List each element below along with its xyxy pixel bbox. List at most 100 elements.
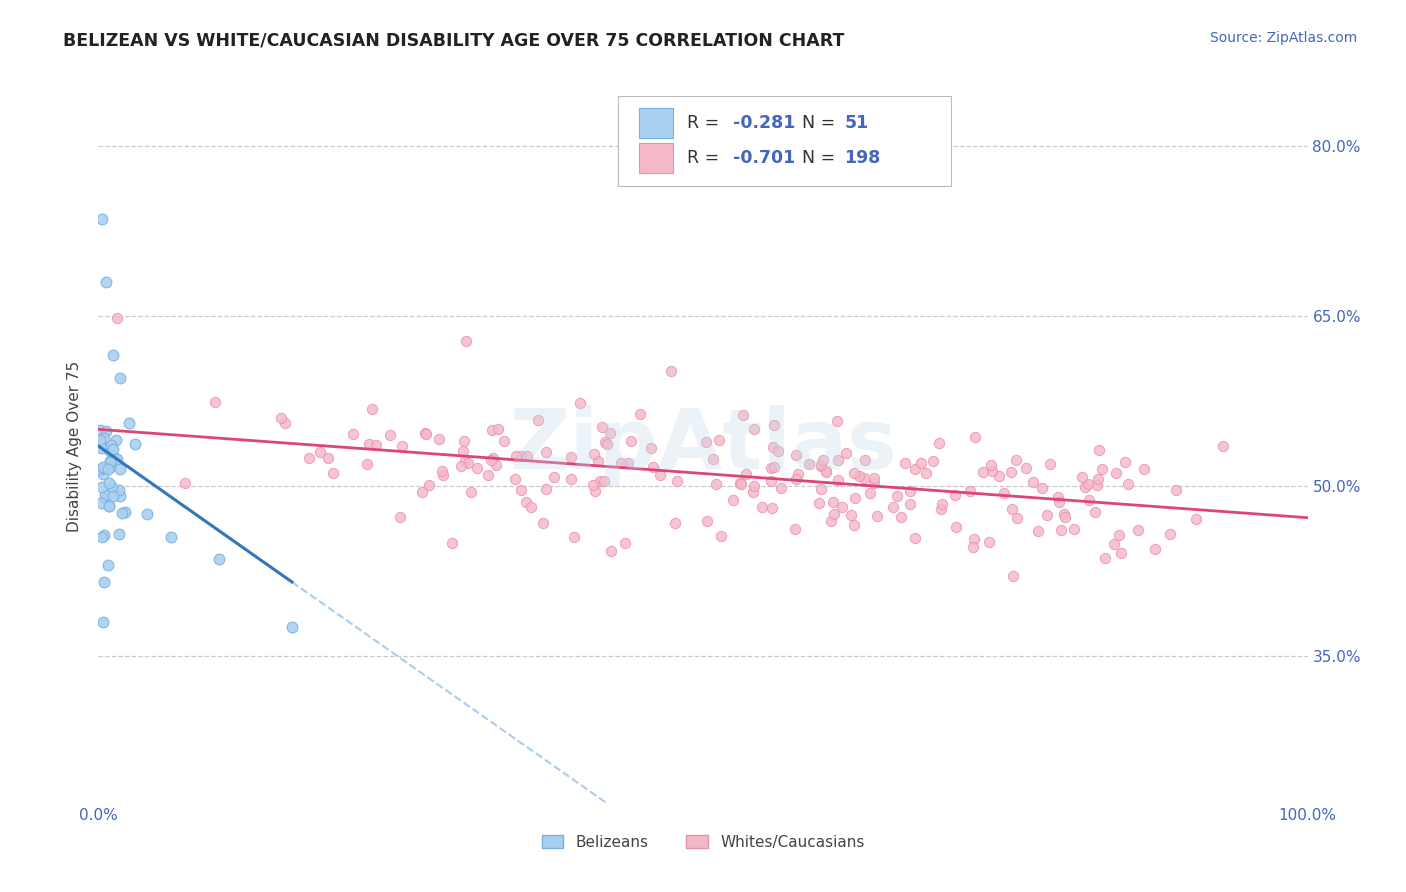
Point <box>98 475 121 490</box>
Point <box>118 417 141 431</box>
Point <box>101 489 124 503</box>
Point <box>915 466 938 480</box>
Point <box>762 440 785 454</box>
Point <box>1094 550 1116 565</box>
Point <box>89 462 111 476</box>
Point <box>98 455 121 469</box>
Point <box>94 424 117 438</box>
Point <box>453 434 475 448</box>
Point <box>108 489 131 503</box>
Point <box>666 474 689 488</box>
Point <box>1000 465 1022 479</box>
Point <box>704 476 727 491</box>
Point <box>823 494 845 508</box>
Point <box>93 431 115 445</box>
Point <box>820 514 842 528</box>
Point <box>450 459 472 474</box>
Point <box>479 453 502 467</box>
FancyBboxPatch shape <box>638 108 673 137</box>
Point <box>527 412 550 426</box>
Point <box>91 615 114 629</box>
Point <box>454 454 477 468</box>
Point <box>761 501 783 516</box>
Point <box>583 483 606 498</box>
Point <box>1001 569 1024 583</box>
Point <box>1088 442 1111 457</box>
Point <box>787 467 810 481</box>
Text: -0.701: -0.701 <box>734 150 796 168</box>
Point <box>100 437 122 451</box>
Point <box>589 475 612 489</box>
Point <box>1144 542 1167 557</box>
Point <box>97 500 120 514</box>
Point <box>456 334 478 348</box>
Point <box>100 453 122 467</box>
Point <box>839 508 862 523</box>
Point <box>943 488 966 502</box>
Point <box>322 467 344 481</box>
Point <box>709 434 731 448</box>
Text: 51: 51 <box>845 114 869 132</box>
Point <box>516 449 538 463</box>
Point <box>481 424 503 438</box>
Point <box>124 437 146 451</box>
Point <box>91 530 114 544</box>
Point <box>596 436 619 450</box>
Point <box>945 520 967 534</box>
Point <box>730 476 752 491</box>
Point <box>1031 481 1053 495</box>
Point <box>1126 524 1149 538</box>
Point <box>898 497 921 511</box>
Point <box>93 467 115 482</box>
Point <box>316 450 339 465</box>
Point <box>815 465 838 479</box>
Point <box>107 483 129 497</box>
Point <box>91 460 114 475</box>
Point <box>94 275 117 289</box>
Point <box>281 620 304 634</box>
Point <box>844 491 866 505</box>
Point <box>831 500 853 514</box>
Point <box>910 456 932 470</box>
Point <box>721 493 744 508</box>
Point <box>987 468 1010 483</box>
Point <box>859 486 882 500</box>
Point <box>97 462 120 476</box>
Point <box>963 430 986 444</box>
Point <box>695 435 717 450</box>
Point <box>770 481 793 495</box>
Point <box>1077 476 1099 491</box>
Point <box>1133 461 1156 475</box>
Point <box>898 483 921 498</box>
Point <box>543 470 565 484</box>
Point <box>599 543 621 558</box>
Point <box>418 477 440 491</box>
Point <box>560 450 582 464</box>
Point <box>640 441 662 455</box>
Point <box>308 444 330 458</box>
Point <box>1166 483 1188 498</box>
Point <box>482 450 505 465</box>
Point <box>378 427 401 442</box>
Point <box>844 467 866 481</box>
Point <box>93 440 115 454</box>
Point <box>1053 508 1076 522</box>
Point <box>1036 508 1059 522</box>
Point <box>1114 455 1136 469</box>
Point <box>593 435 616 450</box>
Point <box>492 434 515 448</box>
Point <box>100 459 122 474</box>
Text: R =: R = <box>688 150 725 168</box>
Point <box>664 516 686 530</box>
Point <box>768 444 790 458</box>
Point <box>270 411 292 425</box>
Text: BELIZEAN VS WHITE/CAUCASIAN DISABILITY AGE OVER 75 CORRELATION CHART: BELIZEAN VS WHITE/CAUCASIAN DISABILITY A… <box>63 31 845 49</box>
Point <box>531 516 554 530</box>
Point <box>827 474 849 488</box>
Point <box>1005 453 1028 467</box>
Point <box>980 458 1002 472</box>
Point <box>105 311 128 326</box>
Text: Source: ZipAtlas.com: Source: ZipAtlas.com <box>1209 31 1357 45</box>
Point <box>1073 480 1095 494</box>
Point <box>460 485 482 500</box>
